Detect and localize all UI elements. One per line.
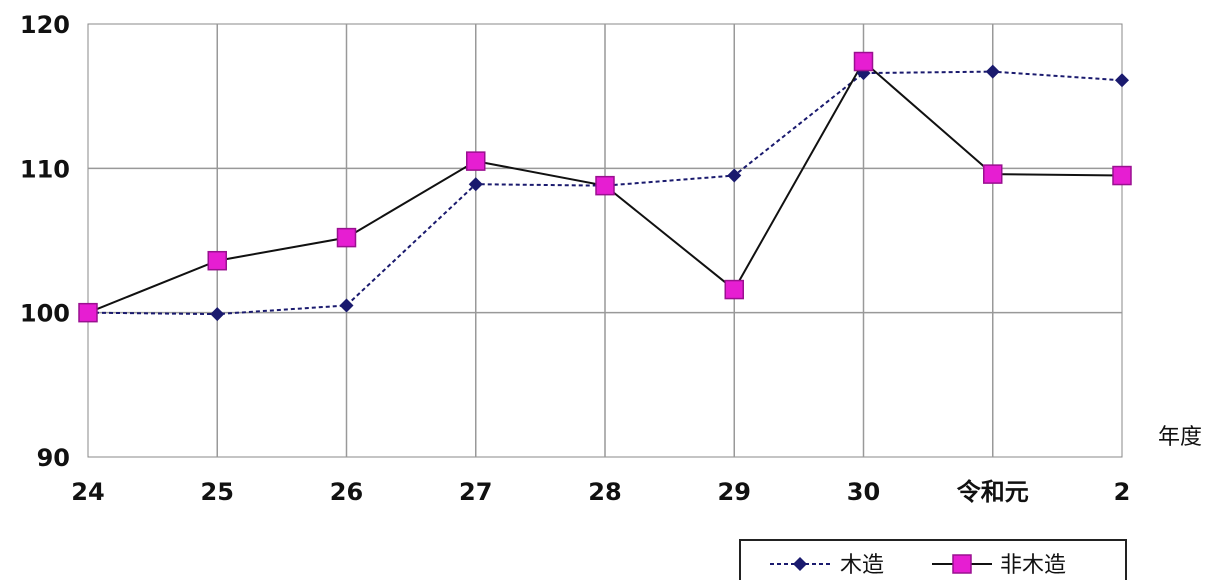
x-tick-label: 26 (330, 478, 363, 506)
data-point-mokuzo (468, 177, 483, 192)
x-tick-label: 24 (71, 478, 104, 506)
y-tick-label: 120 (20, 11, 70, 39)
data-point-hi-mokuzo (853, 51, 874, 72)
y-tick-label: 100 (20, 300, 70, 328)
data-point-mokuzo (210, 307, 225, 322)
y-tick-label: 110 (20, 155, 70, 183)
data-point-mokuzo (339, 298, 354, 313)
data-point-hi-mokuzo (466, 151, 486, 171)
data-point-hi-mokuzo (595, 175, 615, 196)
x-axis-unit-label: 年度 (1158, 425, 1202, 450)
data-point-mokuzo (727, 168, 742, 183)
legend-marker-hi-mokuzo (952, 554, 972, 574)
x-tick-label: 令和元 (957, 478, 1029, 506)
data-point-hi-mokuzo (724, 279, 744, 300)
x-tick-label: 25 (201, 478, 234, 506)
data-point-hi-mokuzo (78, 302, 98, 323)
legend: 木造 非木造 (739, 539, 1127, 580)
series-line-mokuzo (87, 70, 1123, 316)
data-point-hi-mokuzo (983, 164, 1003, 184)
y-axis-ticks: 90 100 110 120 (20, 11, 70, 472)
y-tick-label: 90 (37, 444, 70, 472)
data-point-hi-mokuzo (1112, 165, 1132, 186)
x-tick-label: 27 (459, 478, 492, 506)
legend-marker-mokuzo (793, 557, 807, 571)
data-point-mokuzo (985, 64, 1000, 79)
x-axis-ticks: 24 25 26 27 28 29 30 令和元 2 (71, 478, 1130, 506)
x-tick-label: 30 (847, 478, 880, 506)
data-point-mokuzo (1115, 73, 1129, 88)
grid-lines (88, 24, 1122, 457)
x-tick-label: 2 (1114, 478, 1131, 506)
x-tick-label: 28 (588, 478, 621, 506)
data-point-hi-mokuzo (336, 227, 357, 248)
series-layer (78, 51, 1132, 323)
legend-label-hi-mokuzo: 非木造 (1000, 553, 1066, 578)
x-tick-label: 29 (718, 478, 751, 506)
legend-label-mokuzo: 木造 (840, 553, 884, 578)
data-point-hi-mokuzo (207, 250, 227, 271)
legend-box (739, 539, 1127, 580)
